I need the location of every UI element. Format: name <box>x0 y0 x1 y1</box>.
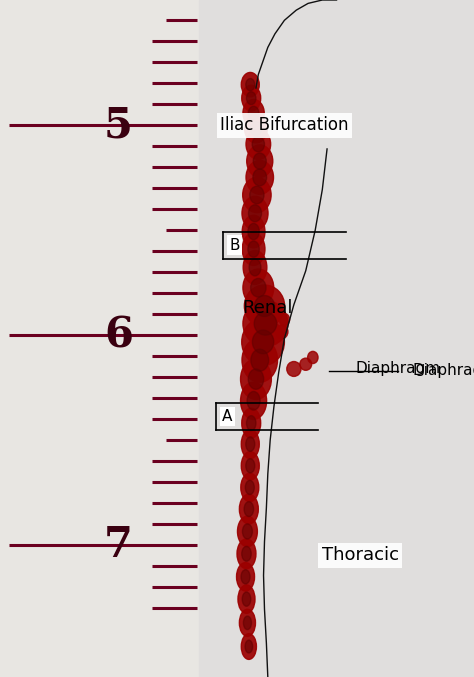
Ellipse shape <box>308 351 318 364</box>
Ellipse shape <box>243 250 267 284</box>
Ellipse shape <box>242 546 251 561</box>
Ellipse shape <box>246 459 255 473</box>
Ellipse shape <box>300 358 312 370</box>
Ellipse shape <box>246 416 256 431</box>
Text: Renal: Renal <box>243 299 293 317</box>
Ellipse shape <box>237 539 256 569</box>
Ellipse shape <box>239 609 255 636</box>
Ellipse shape <box>252 137 264 152</box>
Ellipse shape <box>247 391 260 410</box>
Ellipse shape <box>250 186 264 204</box>
Bar <box>199 0 474 677</box>
Ellipse shape <box>241 452 259 480</box>
Ellipse shape <box>255 295 274 316</box>
Ellipse shape <box>243 100 264 127</box>
Ellipse shape <box>246 437 255 452</box>
Ellipse shape <box>254 312 277 335</box>
Ellipse shape <box>244 616 251 630</box>
Ellipse shape <box>242 233 265 265</box>
Ellipse shape <box>253 153 266 169</box>
Ellipse shape <box>242 592 251 607</box>
Ellipse shape <box>251 278 266 297</box>
Text: A: A <box>222 409 233 424</box>
Ellipse shape <box>243 177 271 213</box>
Ellipse shape <box>237 516 257 547</box>
Ellipse shape <box>253 169 266 185</box>
Ellipse shape <box>242 85 261 111</box>
Ellipse shape <box>246 129 271 159</box>
Text: Iliac Bifurcation: Iliac Bifurcation <box>220 116 349 134</box>
Text: Diaphragm: Diaphragm <box>412 364 474 378</box>
Text: 5: 5 <box>104 104 133 146</box>
Ellipse shape <box>243 301 288 347</box>
Ellipse shape <box>251 349 269 371</box>
Ellipse shape <box>241 634 256 659</box>
Ellipse shape <box>245 640 253 653</box>
Ellipse shape <box>245 285 284 327</box>
Ellipse shape <box>237 563 255 591</box>
Ellipse shape <box>242 524 252 539</box>
Ellipse shape <box>246 160 273 194</box>
Ellipse shape <box>248 241 259 257</box>
Text: Diaphragm: Diaphragm <box>356 362 441 376</box>
Ellipse shape <box>244 502 254 517</box>
Ellipse shape <box>242 196 268 230</box>
Ellipse shape <box>240 382 266 419</box>
Ellipse shape <box>246 481 254 494</box>
Ellipse shape <box>248 204 262 221</box>
Ellipse shape <box>250 121 262 135</box>
Ellipse shape <box>246 145 273 177</box>
Ellipse shape <box>249 259 261 276</box>
Ellipse shape <box>246 91 256 105</box>
Ellipse shape <box>242 408 261 438</box>
Ellipse shape <box>241 430 259 459</box>
Ellipse shape <box>276 325 288 338</box>
Ellipse shape <box>253 330 274 353</box>
Ellipse shape <box>246 79 255 91</box>
Ellipse shape <box>241 569 250 584</box>
Ellipse shape <box>248 369 264 389</box>
Ellipse shape <box>243 269 274 306</box>
Text: Thoracic: Thoracic <box>322 546 399 564</box>
Text: 6: 6 <box>104 314 133 356</box>
Ellipse shape <box>245 114 267 143</box>
Ellipse shape <box>239 494 258 524</box>
Ellipse shape <box>241 72 259 97</box>
Text: 7: 7 <box>104 524 133 566</box>
Ellipse shape <box>248 223 259 240</box>
Ellipse shape <box>242 215 265 248</box>
Ellipse shape <box>287 362 301 376</box>
Ellipse shape <box>242 338 277 382</box>
Bar <box>0 0 199 677</box>
Ellipse shape <box>279 313 290 326</box>
Ellipse shape <box>241 473 259 502</box>
Ellipse shape <box>240 359 271 399</box>
Ellipse shape <box>242 318 284 366</box>
Ellipse shape <box>238 585 255 613</box>
Text: B: B <box>229 238 240 253</box>
Ellipse shape <box>248 106 259 120</box>
